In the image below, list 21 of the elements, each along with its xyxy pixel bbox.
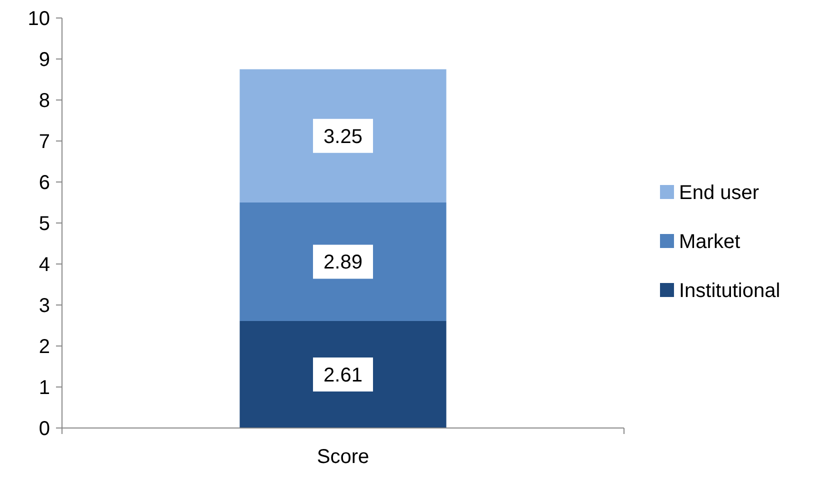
bar: [240, 69, 446, 202]
y-tick-label: 8: [38, 90, 50, 112]
y-tick-label: 1: [38, 377, 50, 399]
y-tick-label: 4: [38, 254, 50, 276]
bar: [240, 320, 446, 428]
data-label: 3.25: [324, 126, 362, 148]
y-tick-label: 6: [38, 172, 50, 194]
legend-label: Institutional: [679, 280, 780, 302]
legend-label: Market: [679, 231, 741, 253]
y-tick-label: 10: [28, 8, 50, 30]
y-tick-label: 0: [38, 418, 50, 440]
y-tick-label: 9: [38, 49, 50, 71]
y-tick-label: 3: [38, 295, 50, 317]
bar: [240, 202, 446, 321]
y-tick-label: 7: [38, 131, 50, 153]
legend-label: End user: [679, 182, 760, 204]
x-tick-label: Score: [316, 446, 370, 468]
y-tick-label: 2: [38, 336, 50, 358]
y-tick-label: 5: [38, 213, 50, 235]
data-label: 2.89: [324, 252, 362, 274]
data-label: 2.61: [324, 364, 362, 386]
